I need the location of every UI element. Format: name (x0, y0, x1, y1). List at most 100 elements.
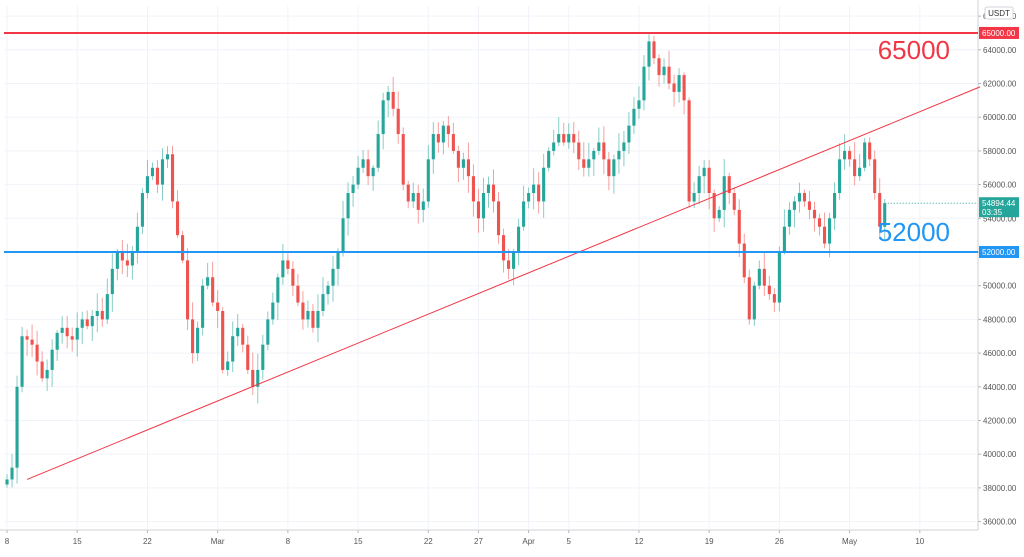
candle-body (572, 134, 576, 143)
candle-body (291, 268, 295, 286)
candle-body (376, 134, 380, 168)
candle-body (777, 251, 781, 303)
candle-body (60, 327, 64, 333)
y-tick-label: 56000.00 (983, 181, 1017, 190)
candle-body (196, 327, 200, 354)
x-tick-label: 22 (143, 537, 152, 546)
level-axis-badge (979, 245, 1019, 258)
support-trendline[interactable] (26, 86, 981, 480)
candle-body (236, 327, 240, 337)
candle-body (537, 184, 541, 202)
y-tick-label: 40000.00 (983, 450, 1017, 459)
candle-body (807, 201, 812, 210)
candle-body (90, 316, 94, 327)
candle-body (426, 159, 430, 202)
candle-body (120, 251, 124, 261)
x-tick-label: 22 (424, 537, 433, 546)
candle-body (782, 226, 786, 252)
candle-body (361, 159, 365, 168)
candle-body (155, 167, 160, 185)
candle-body (652, 41, 656, 59)
candle-body (853, 159, 857, 177)
candle-body (802, 193, 807, 202)
candle-body (587, 159, 591, 168)
candle-body (201, 285, 205, 328)
candle-body (191, 319, 195, 354)
x-tick-label: Mar (211, 537, 225, 546)
last-price-label: 54894.44 (982, 199, 1016, 208)
candle-body (722, 176, 726, 210)
candle-body (75, 327, 79, 340)
candle-body (371, 167, 375, 177)
candle-body (657, 58, 661, 76)
candle-body (602, 142, 606, 160)
x-tick-label: 10 (915, 537, 924, 546)
candle-body (175, 201, 180, 236)
candle-body (70, 336, 74, 340)
candle-countdown: 03:35 (982, 208, 1003, 217)
level-axis-label: 52000.00 (982, 248, 1016, 257)
candle-body (863, 142, 867, 168)
x-tick-label: 12 (635, 537, 644, 546)
candle-body (672, 83, 676, 92)
y-tick-label: 38000.00 (983, 484, 1017, 493)
x-tick-label: 27 (474, 537, 483, 546)
candle-body (491, 184, 496, 202)
candle-body (366, 159, 370, 177)
candle-body (271, 302, 275, 320)
candle-body (757, 268, 761, 286)
level-axis-label: 65000.00 (982, 29, 1016, 38)
candle-body (65, 327, 69, 337)
candle-body (817, 218, 822, 227)
candle-body (296, 285, 300, 303)
candle-body (391, 91, 395, 109)
x-tick-label: 8 (5, 537, 10, 546)
candle-body (446, 125, 450, 135)
candle-body (612, 159, 616, 177)
candle-body (752, 285, 756, 320)
candle-body (45, 369, 49, 379)
candle-body (496, 201, 501, 236)
candle-body (346, 193, 350, 219)
candle-body (411, 193, 415, 202)
candle-body (20, 336, 24, 387)
candle-body (266, 319, 270, 345)
y-tick-label: 60000.00 (983, 113, 1017, 122)
currency-label: USDT (988, 9, 1010, 18)
level-annotation-65000: 65000 (878, 35, 950, 65)
y-tick-label: 36000.00 (983, 518, 1017, 527)
candle-body (251, 369, 255, 387)
candle-body (50, 349, 54, 370)
candle-body (246, 344, 250, 370)
candle-body (316, 310, 320, 328)
candle-body (336, 251, 340, 269)
candle-body (647, 41, 651, 67)
candle-body (812, 209, 817, 219)
candle-body (833, 193, 837, 219)
x-tick-label: 15 (354, 537, 363, 546)
candle-body (180, 235, 185, 261)
candle-body (85, 319, 89, 327)
candle-body (331, 268, 335, 286)
candle-body (792, 201, 796, 210)
candle-body (827, 218, 832, 244)
candle-body (567, 134, 571, 143)
candle-body (873, 159, 877, 194)
candle-body (441, 125, 445, 143)
candle-body (356, 167, 360, 185)
candle-body (206, 277, 210, 286)
candle-body (848, 150, 852, 160)
candle-body (5, 479, 9, 485)
candle-body (838, 159, 842, 194)
candle-body (512, 251, 516, 269)
candle-body (667, 66, 671, 84)
candle-body (822, 226, 827, 244)
candle-body (617, 150, 621, 160)
candle-body (396, 108, 400, 135)
candle-body (767, 285, 771, 295)
candle-body (401, 134, 405, 185)
candle-body (597, 142, 601, 151)
candle-body (717, 209, 721, 219)
candle-body (662, 66, 666, 76)
